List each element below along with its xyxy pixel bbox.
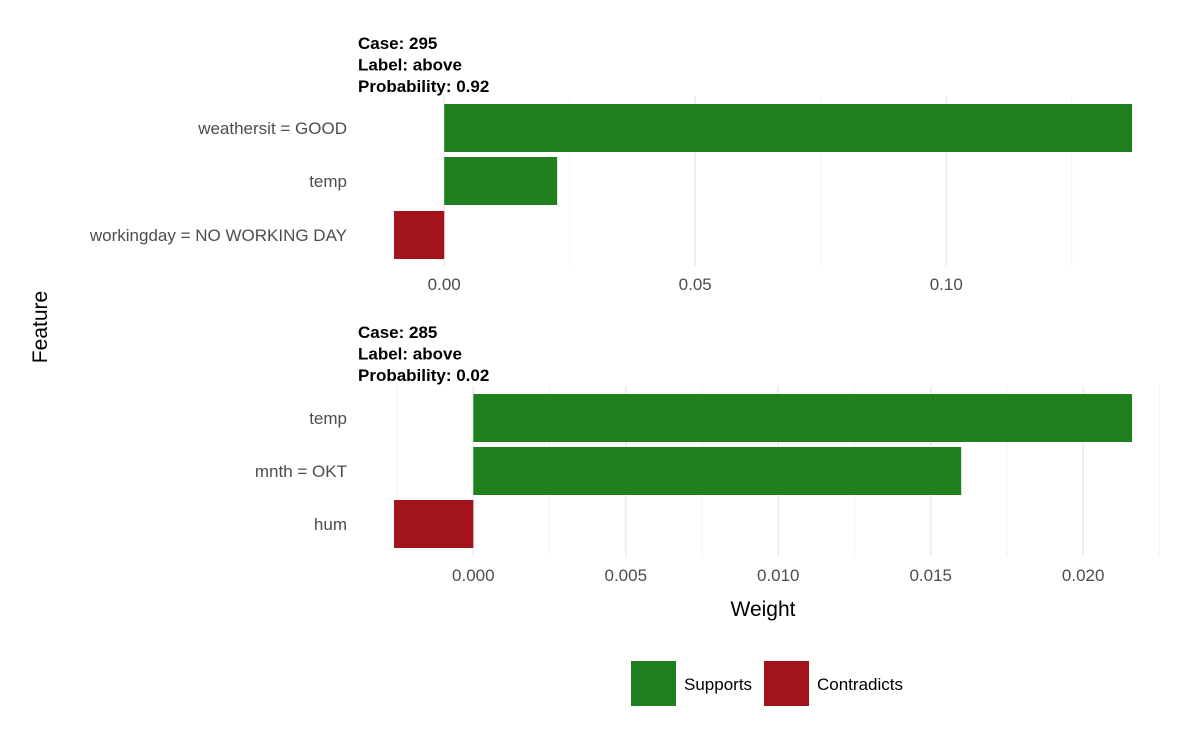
feature-label: workingday = NO WORKING DAY: [89, 226, 347, 245]
bar-contradicts: [394, 500, 474, 548]
panel-title-line: Probability: 0.92: [358, 77, 489, 96]
panels: weathersit = GOOD temp workingday = NO WOR…: [89, 34, 1160, 585]
legend-key-supports: [631, 661, 676, 706]
feature-label: mnth = OKT: [255, 462, 347, 481]
panel-title-line: Label: above: [358, 56, 462, 75]
legend-key-contradicts: [764, 661, 809, 706]
feature-label: temp: [309, 172, 347, 191]
x-tick-label: 0.020: [1062, 566, 1105, 585]
x-tick-label: 0.010: [757, 566, 800, 585]
feature-label: weathersit = GOOD: [197, 119, 347, 138]
legend: Supports Contradicts: [631, 661, 903, 706]
x-tick-label: 0.005: [604, 566, 647, 585]
legend-label: Contradicts: [817, 675, 903, 694]
bar-supports: [444, 157, 558, 205]
x-tick-label: 0.000: [452, 566, 495, 585]
panel-title-line: Probability: 0.02: [358, 366, 489, 385]
x-tick-label: 0.00: [428, 275, 461, 294]
bar-supports: [473, 447, 962, 495]
y-axis-title: Feature: [29, 291, 52, 363]
x-tick-label: 0.10: [930, 275, 963, 294]
panel-title-line: Case: 295: [358, 34, 437, 53]
feature-label: hum: [314, 515, 347, 534]
x-tick-label: 0.015: [909, 566, 952, 585]
panel-2: temp mnth = OKT hum 0.000 0.005 0.010 0.015 0.0…: [255, 323, 1160, 585]
bar-supports: [473, 394, 1132, 442]
x-axis-title: Weight: [731, 598, 796, 621]
bar-contradicts: [394, 211, 445, 259]
feature-label: temp: [309, 409, 347, 428]
x-tick-label: 0.05: [679, 275, 712, 294]
panel-title-line: Label: above: [358, 345, 462, 364]
legend-label: Supports: [684, 675, 752, 694]
panel-1: weathersit = GOOD temp workingday = NO WOR…: [89, 34, 1132, 294]
bar-supports: [444, 104, 1132, 152]
panel-title-line: Case: 285: [358, 323, 437, 342]
